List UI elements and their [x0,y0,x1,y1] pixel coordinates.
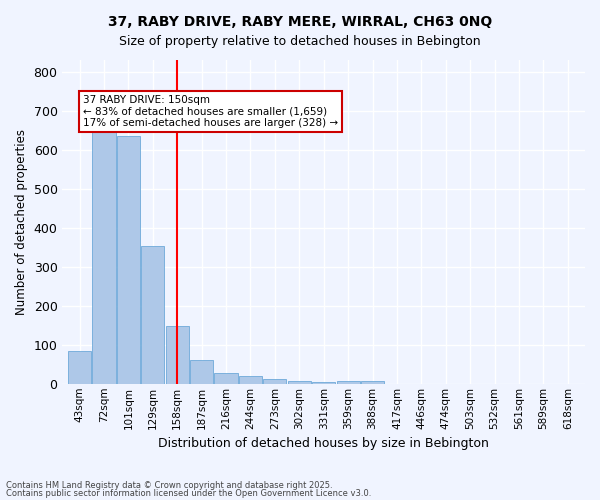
Bar [263,378,286,384]
Bar [239,376,262,384]
Bar [92,122,116,384]
Bar [337,380,360,384]
Bar [214,373,238,384]
Bar [190,360,213,384]
Bar [166,326,189,384]
Bar [117,136,140,384]
Bar [68,352,91,384]
Bar [312,382,335,384]
Text: Contains HM Land Registry data © Crown copyright and database right 2025.: Contains HM Land Registry data © Crown c… [6,481,332,490]
Text: 37 RABY DRIVE: 150sqm
← 83% of detached houses are smaller (1,659)
17% of semi-d: 37 RABY DRIVE: 150sqm ← 83% of detached … [83,95,338,128]
Text: 37, RABY DRIVE, RABY MERE, WIRRAL, CH63 0NQ: 37, RABY DRIVE, RABY MERE, WIRRAL, CH63 … [108,15,492,29]
Y-axis label: Number of detached properties: Number of detached properties [15,129,28,315]
Bar [287,380,311,384]
Text: Contains public sector information licensed under the Open Government Licence v3: Contains public sector information licen… [6,488,371,498]
X-axis label: Distribution of detached houses by size in Bebington: Distribution of detached houses by size … [158,437,489,450]
Bar [361,380,384,384]
Bar [141,246,164,384]
Text: Size of property relative to detached houses in Bebington: Size of property relative to detached ho… [119,35,481,48]
